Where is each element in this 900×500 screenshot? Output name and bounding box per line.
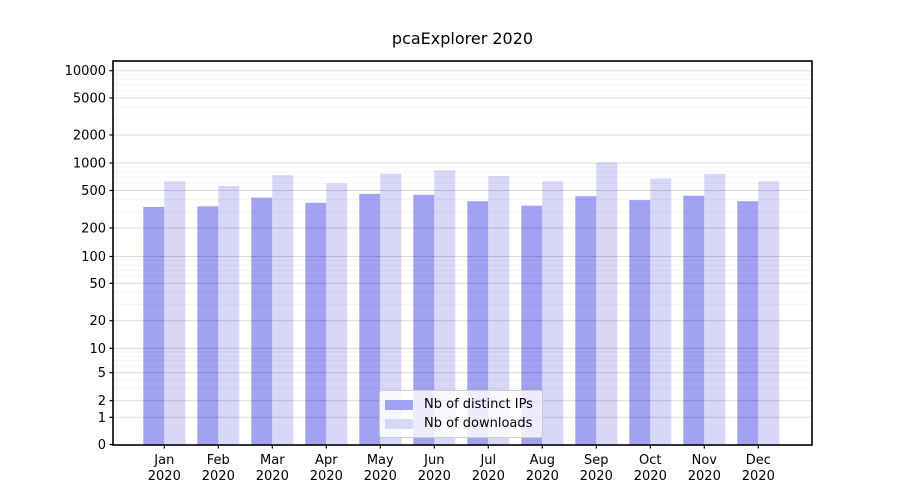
x-axis-tick-label: Jun [423,453,444,468]
x-axis-tick-label: Jul [479,453,496,468]
bar-downloads-may [380,173,402,445]
bar-distinct-ips-nov [683,195,705,445]
bar-distinct-ips-aug [521,205,543,445]
x-axis-tick-label-year: 2020 [148,469,181,484]
x-axis-tick-label: Nov [692,453,718,468]
bar-distinct-ips-dec [737,201,759,445]
legend-swatch-downloads [385,418,413,429]
y-axis-tick-label: 200 [81,222,106,237]
bar-downloads-jan [164,181,186,446]
bar-distinct-ips-jun [413,194,435,445]
bar-downloads-jun [434,170,456,445]
y-axis-tick-label: 50 [89,277,106,292]
x-axis-tick-label-year: 2020 [418,469,451,484]
y-axis-tick-label: 2000 [73,129,106,144]
bar-downloads-nov [704,173,726,445]
y-axis-tick-label: 10 [89,342,106,357]
legend-label-downloads: Nb of downloads [424,416,533,431]
y-axis-tick-label: 20 [89,314,106,329]
bar-distinct-ips-apr [305,202,327,445]
x-axis-tick-label: Apr [315,453,338,468]
legend-label-distinct-ips: Nb of distinct IPs [424,397,533,412]
bar-downloads-mar [272,175,294,445]
bar-distinct-ips-jan [143,206,165,445]
bar-downloads-oct [650,178,672,445]
chart-title: pcaExplorer 2020 [391,29,534,48]
plot-border [112,60,813,446]
y-axis-tick-label: 0 [98,438,106,453]
x-axis-tick-label-year: 2020 [310,469,343,484]
x-axis-tick-label-year: 2020 [256,469,289,484]
bar-downloads-aug [542,181,564,446]
x-axis-tick-label: Sep [584,453,609,468]
x-axis-tick-label-year: 2020 [688,469,721,484]
bar-distinct-ips-feb [197,206,219,445]
x-axis-tick-label-year: 2020 [202,469,235,484]
bar-downloads-jul [488,176,510,445]
bar-downloads-sep [596,162,618,445]
bar-distinct-ips-sep [575,196,597,445]
legend-item-downloads: Nb of downloads [385,415,536,432]
x-axis-tick-label-year: 2020 [634,469,667,484]
y-axis-tick-label: 10000 [65,64,106,79]
x-axis-tick-label: Aug [530,453,555,468]
bar-distinct-ips-oct [629,200,651,445]
y-axis-tick-label: 2 [98,394,106,409]
x-axis-tick-label-year: 2020 [526,469,559,484]
y-axis-tick-label: 1000 [73,157,106,172]
y-axis-tick-label: 1 [98,411,106,426]
legend-swatch-distinct-ips [385,399,413,410]
legend-item-distinct-ips: Nb of distinct IPs [385,396,536,413]
x-axis-tick-label: Dec [746,453,771,468]
x-axis-tick-label: May [367,453,394,468]
bar-downloads-dec [758,181,780,446]
x-axis-tick-label: Oct [639,453,661,468]
x-axis-tick-label: Mar [260,453,285,468]
legend: Nb of distinct IPs Nb of downloads [379,390,543,438]
x-axis-tick-label: Jan [153,453,174,468]
x-axis-tick-label-year: 2020 [472,469,505,484]
bar-downloads-feb [218,186,240,445]
bar-distinct-ips-jul [467,201,489,445]
bar-distinct-ips-may [359,193,381,445]
x-axis-tick-label-year: 2020 [580,469,613,484]
bar-downloads-apr [326,183,348,446]
bar-distinct-ips-mar [251,197,273,445]
y-axis-tick-label: 500 [81,184,106,199]
x-axis-tick-label-year: 2020 [742,469,775,484]
x-axis-tick-label-year: 2020 [364,469,397,484]
y-axis-tick-label: 5 [98,366,106,381]
y-axis-tick-label: 100 [81,250,106,265]
y-axis-tick-label: 5000 [73,92,106,107]
x-axis-tick-label: Feb [207,453,230,468]
